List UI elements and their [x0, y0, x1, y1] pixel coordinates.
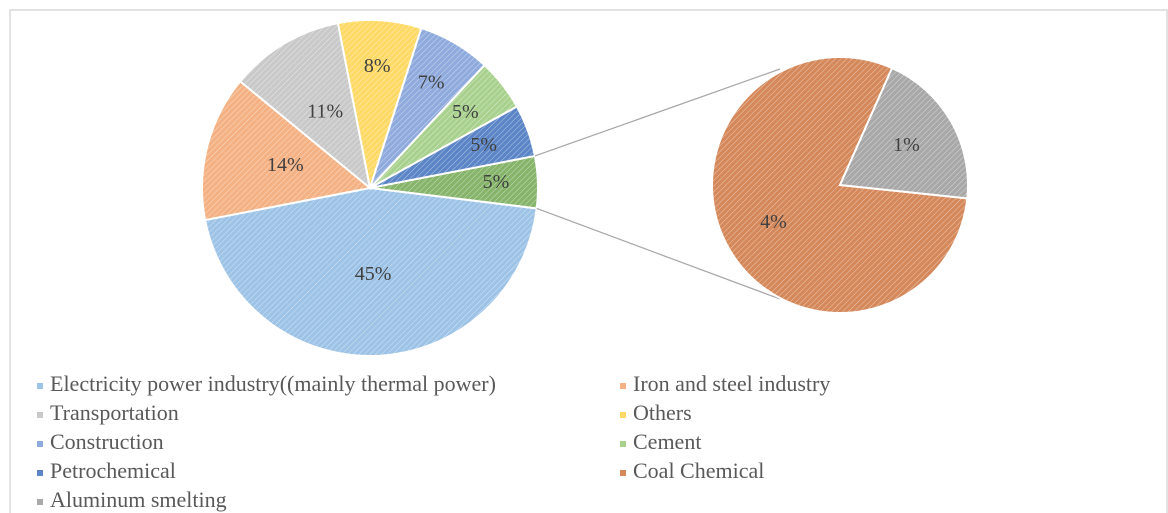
slice-label: 5%	[452, 101, 479, 123]
slice-label: 5%	[483, 171, 510, 193]
legend-marker	[37, 383, 43, 389]
pie-slice	[201, 79, 373, 222]
slice-label: 45%	[355, 263, 392, 285]
legend-label: Iron and steel industry	[633, 371, 830, 396]
legend-marker	[37, 470, 43, 476]
legend-marker	[620, 441, 626, 447]
slice-label: 11%	[307, 101, 343, 123]
pie-slice	[203, 186, 538, 357]
pie-slice	[838, 66, 969, 200]
legend-label: Coal Chemical	[633, 458, 764, 483]
legend-label: Construction	[50, 429, 164, 454]
legend-marker	[37, 499, 43, 505]
legend-label: Aluminum smelting	[50, 487, 227, 512]
legend-marker	[37, 412, 43, 418]
slice-label: 14%	[267, 154, 304, 176]
legend-marker	[620, 470, 626, 476]
legend-label: Others	[633, 400, 692, 425]
legend-label: Cement	[633, 429, 701, 454]
legend-marker	[620, 412, 626, 418]
slice-label: 7%	[418, 71, 445, 93]
legend-label: Electricity power industry((mainly therm…	[50, 371, 496, 396]
connector-line	[534, 68, 781, 157]
slice-label: 8%	[364, 55, 391, 77]
pie-slice	[238, 21, 372, 191]
slice-label: 5%	[470, 134, 497, 156]
connector-line	[536, 207, 781, 300]
legend-label: Transportation	[50, 400, 179, 425]
legend-marker	[620, 383, 626, 389]
slice-label: 4%	[760, 211, 787, 233]
legend-marker	[37, 441, 43, 447]
chart-border	[9, 9, 1168, 513]
legend-label: Petrochemical	[50, 458, 176, 483]
slice-label: 1%	[893, 134, 920, 156]
